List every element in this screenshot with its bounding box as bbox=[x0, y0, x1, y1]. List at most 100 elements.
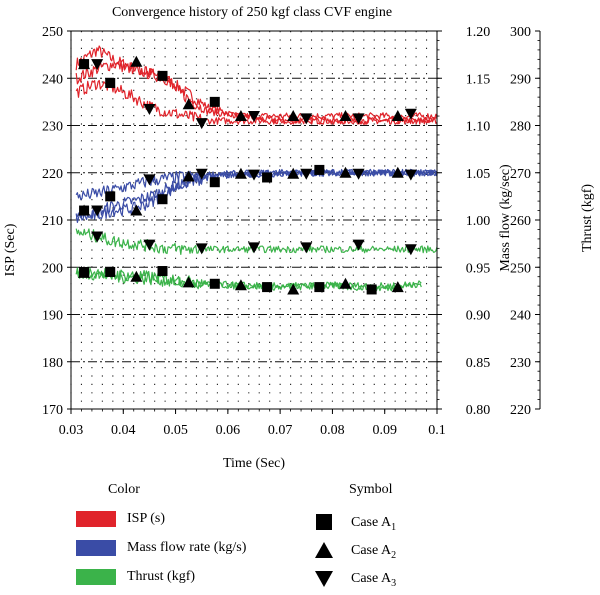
marker-triangle-up bbox=[287, 283, 300, 295]
marker-square bbox=[262, 282, 273, 293]
isp-tick-label: 200 bbox=[42, 261, 63, 276]
plot-axes: 0.03 0.04 0.05 0.06 0.07 0.08 0.09 0.1 170 180 190… bbox=[42, 25, 541, 438]
thrust-tick-label: 220 bbox=[510, 403, 531, 418]
legend-square-icon bbox=[316, 514, 332, 530]
marker-square bbox=[157, 70, 168, 81]
marker-triangle-up bbox=[391, 166, 404, 178]
marker-triangle-down bbox=[352, 168, 365, 180]
x-tick-label: 0.03 bbox=[59, 423, 84, 438]
marker-triangle-up bbox=[234, 279, 247, 291]
marker-triangle-up bbox=[182, 98, 195, 110]
marker-triangle-down bbox=[195, 118, 208, 130]
legend-swatch-isp bbox=[76, 511, 116, 527]
marker-triangle-up bbox=[339, 277, 352, 289]
marker-triangle-up bbox=[182, 170, 195, 182]
x-tick-label: 0.08 bbox=[320, 423, 345, 438]
marker-square bbox=[105, 266, 116, 277]
data-series bbox=[75, 45, 438, 292]
mass-flow-tick-label: 0.90 bbox=[466, 309, 491, 324]
series-mass_flow-A3 bbox=[75, 168, 438, 201]
marker-triangle-down bbox=[91, 205, 104, 217]
marker-square bbox=[314, 164, 325, 175]
marker-triangle-up bbox=[182, 276, 195, 288]
isp-axis-label: ISP (Sec) bbox=[3, 223, 18, 276]
mass-flow-tick-label: 1.15 bbox=[466, 72, 491, 87]
marker-triangle-up bbox=[287, 110, 300, 122]
marker-triangle-up bbox=[78, 58, 91, 70]
x-tick-label: 0.09 bbox=[372, 423, 397, 438]
marker-square bbox=[157, 194, 168, 205]
thrust-tick-label: 250 bbox=[510, 261, 531, 276]
marker-triangle-up bbox=[339, 166, 352, 178]
mass-flow-tick-label: 1.05 bbox=[466, 167, 491, 182]
marker-triangle-down bbox=[404, 108, 417, 120]
legend-swatch-mass-flow bbox=[76, 540, 116, 556]
thrust-tick-label: 280 bbox=[510, 120, 531, 135]
marker-triangle-down bbox=[248, 169, 260, 181]
legend-symbol-header: Symbol bbox=[349, 482, 393, 497]
x-tick-label: 0.04 bbox=[111, 423, 136, 438]
marker-square bbox=[209, 177, 220, 188]
marker-triangle-up bbox=[391, 281, 404, 293]
x-axis-label: Time (Sec) bbox=[223, 456, 285, 471]
mass-flow-tick-label: 1.20 bbox=[466, 25, 491, 40]
marker-triangle-up bbox=[130, 270, 143, 282]
marker-triangle-down bbox=[300, 242, 313, 254]
plot-grid bbox=[70, 31, 438, 409]
thrust-tick-label: 260 bbox=[510, 214, 531, 229]
legend-label-thrust: Thrust (kgf) bbox=[127, 569, 196, 584]
marker-triangle-up bbox=[130, 204, 143, 216]
legend-label-isp: ISP (s) bbox=[127, 511, 165, 526]
marker-triangle-down bbox=[195, 168, 208, 180]
thrust-tick-label: 290 bbox=[510, 72, 531, 87]
marker-triangle-down bbox=[404, 244, 417, 256]
mass-flow-tick-label: 0.85 bbox=[466, 356, 491, 371]
marker-triangle-up bbox=[78, 266, 91, 278]
marker-triangle-down bbox=[352, 113, 365, 125]
thrust-axis-label: Thrust (kgf) bbox=[580, 184, 595, 252]
x-tick-label: 0.1 bbox=[428, 423, 446, 438]
marker-square bbox=[262, 172, 273, 183]
marker-square bbox=[209, 96, 220, 107]
mass-flow-tick-label: 1.00 bbox=[466, 214, 491, 229]
marker-square bbox=[157, 266, 168, 277]
isp-tick-label: 190 bbox=[42, 309, 63, 324]
marker-triangle-down bbox=[352, 239, 365, 251]
mass-flow-tick-label: 0.80 bbox=[466, 403, 491, 418]
isp-tick-label: 170 bbox=[42, 403, 63, 418]
isp-tick-label: 220 bbox=[42, 167, 63, 182]
marker-triangle-down bbox=[143, 239, 156, 251]
marker-triangle-up bbox=[391, 110, 404, 122]
legend-case-a2: Case A2 bbox=[351, 543, 397, 561]
legend-color-header: Color bbox=[108, 482, 140, 497]
series-isp-A3 bbox=[75, 79, 438, 125]
mass-flow-tick-label: 1.10 bbox=[466, 120, 491, 135]
isp-tick-label: 180 bbox=[42, 356, 63, 371]
marker-triangle-up bbox=[234, 110, 247, 122]
marker-triangle-down bbox=[91, 231, 104, 243]
marker-triangle-up bbox=[287, 167, 300, 179]
marker-square bbox=[105, 191, 116, 202]
marker-triangle-up bbox=[339, 110, 352, 122]
marker-triangle-up bbox=[130, 55, 143, 67]
isp-tick-label: 210 bbox=[42, 214, 63, 229]
marker-triangle-down bbox=[300, 113, 313, 125]
isp-tick-label: 240 bbox=[42, 72, 63, 87]
series-thrust-A3 bbox=[75, 228, 438, 255]
chart-title: Convergence history of 250 kgf class CVF… bbox=[112, 5, 392, 20]
mass-flow-axis-label: Mass flow (kg/sec) bbox=[498, 164, 513, 272]
isp-tick-label: 230 bbox=[42, 120, 63, 135]
marker-triangle-down bbox=[143, 103, 156, 115]
legend-case-a1: Case A1 bbox=[351, 515, 397, 533]
marker-square bbox=[314, 282, 325, 293]
x-tick-label: 0.07 bbox=[268, 423, 293, 438]
marker-square bbox=[105, 77, 116, 88]
thrust-tick-label: 270 bbox=[510, 167, 531, 182]
legend-triangle-down-icon bbox=[315, 571, 333, 587]
thrust-tick-label: 240 bbox=[510, 309, 531, 324]
marker-triangle-up bbox=[78, 204, 91, 216]
legend-swatch-thrust bbox=[76, 569, 116, 585]
marker-triangle-down bbox=[143, 174, 156, 186]
marker-triangle-down bbox=[91, 59, 104, 71]
marker-triangle-down bbox=[248, 242, 260, 254]
